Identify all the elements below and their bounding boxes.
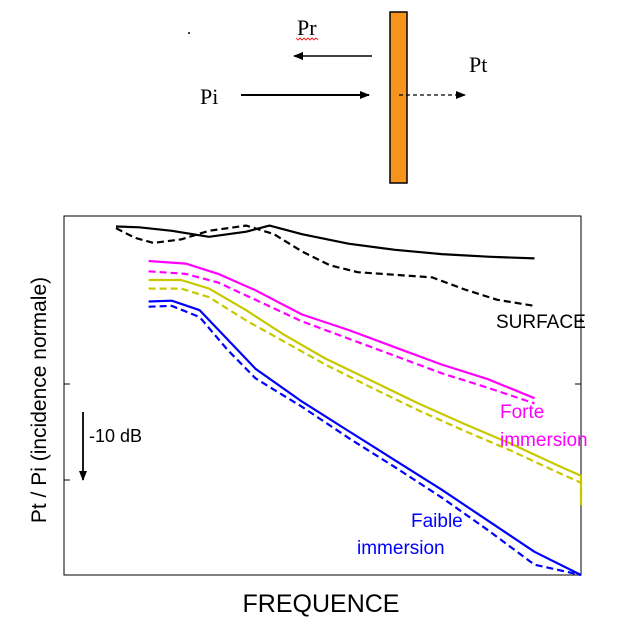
series-line-3: [148, 259, 535, 400]
faible-label: Faible: [411, 511, 463, 532]
reflected-label: Pr: [297, 15, 317, 40]
series-line-8: [148, 304, 582, 577]
series-layer: [115, 224, 583, 577]
series-line-7: [148, 299, 582, 576]
schematic: Pi Pr Pt: [188, 11, 487, 184]
faible-immersion-label: immersion: [357, 538, 445, 559]
forte-immersion-label: immersion: [500, 430, 588, 451]
series-line-1: [115, 224, 535, 307]
series-line-0: [115, 224, 535, 260]
scale-label: -10 dB: [89, 426, 142, 446]
forte-label: Forte: [500, 402, 544, 423]
x-axis-label: FREQUENCE: [243, 590, 400, 618]
chart: -10 dB SURFACE Forte immersion Faible im…: [28, 215, 588, 618]
surface-label: SURFACE: [496, 312, 586, 333]
incident-label: Pi: [200, 84, 218, 109]
series-line-4: [148, 270, 535, 405]
spellcheck-underline: [295, 37, 319, 41]
transmitted-label: Pt: [469, 52, 487, 77]
y-axis-label: Pt / Pi (incidence normale): [28, 277, 51, 523]
plot-frame: [63, 215, 582, 576]
series-line-6: [148, 287, 583, 506]
plate: [389, 11, 408, 184]
stray-dot: [188, 32, 190, 34]
series-line-5: [148, 278, 583, 500]
